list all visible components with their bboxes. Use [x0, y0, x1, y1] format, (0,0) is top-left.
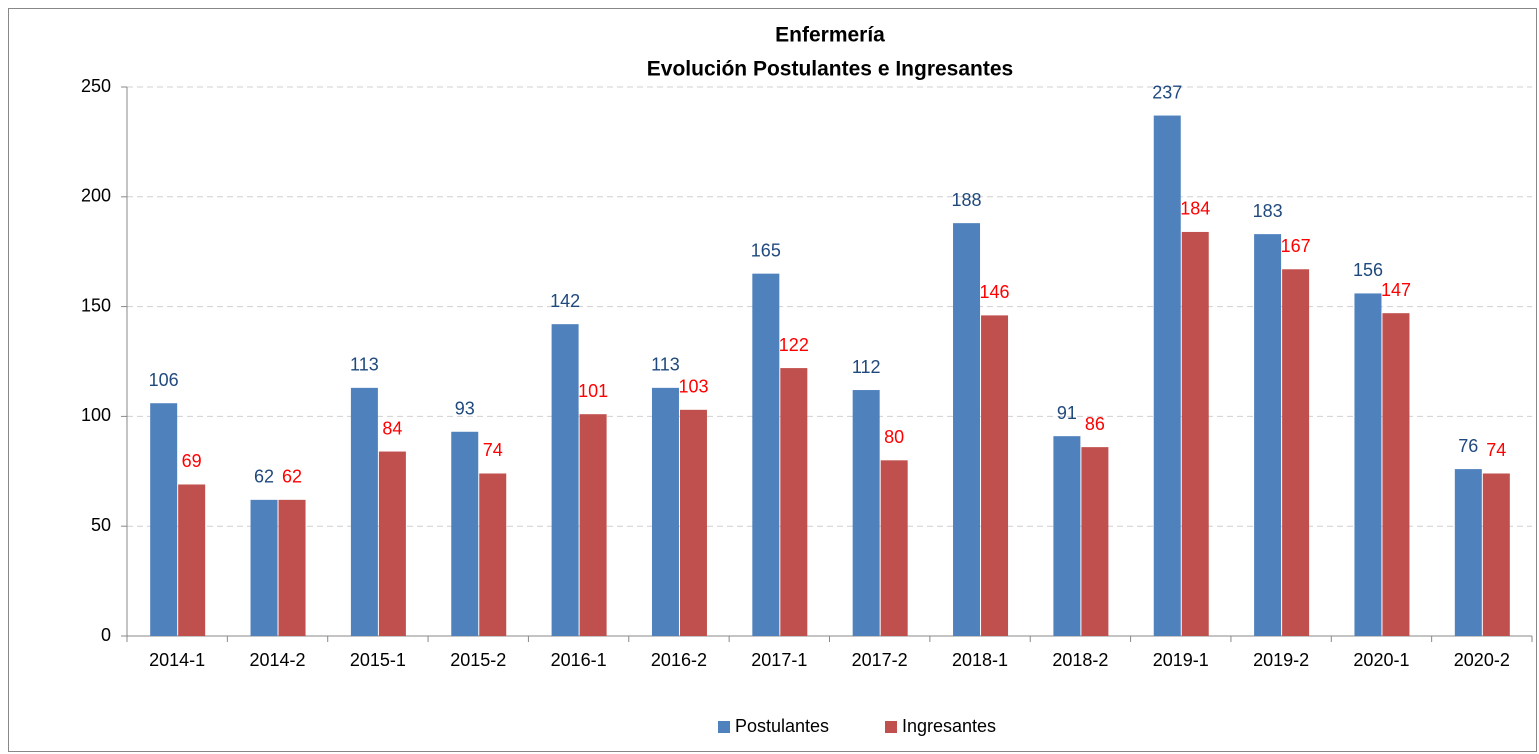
bar: [579, 414, 607, 636]
bar: [451, 431, 479, 636]
bar: [250, 499, 278, 636]
y-tick-label: 250: [81, 76, 111, 96]
x-tick-label: 2018-1: [952, 650, 1008, 670]
x-tick-label: 2016-1: [551, 650, 607, 670]
data-label: 93: [455, 399, 475, 419]
bar: [1053, 436, 1081, 636]
bar: [150, 403, 178, 636]
bar: [1454, 469, 1482, 636]
chart-subtitle: Evolución Postulantes e Ingresantes: [647, 58, 1013, 81]
x-tick-label: 2018-2: [1052, 650, 1108, 670]
bar: [178, 484, 206, 636]
bar: [350, 387, 378, 636]
data-label: 69: [182, 451, 202, 471]
data-label: 62: [254, 467, 274, 487]
y-tick-label: 200: [81, 186, 111, 206]
bar: [1181, 231, 1209, 636]
data-label: 106: [149, 370, 179, 390]
bar: [1254, 234, 1282, 636]
y-tick-label: 50: [91, 515, 111, 535]
bar: [1153, 115, 1181, 637]
data-label: 74: [483, 440, 503, 460]
data-label: 156: [1353, 260, 1383, 280]
y-tick-label: 100: [81, 405, 111, 425]
x-tick-label: 2015-2: [450, 650, 506, 670]
legend-label: Ingresantes: [902, 716, 996, 736]
y-tick-label: 150: [81, 295, 111, 315]
data-label: 91: [1057, 403, 1077, 423]
data-label: 80: [884, 427, 904, 447]
x-tick-label: 2015-1: [350, 650, 406, 670]
x-tick-label: 2014-1: [149, 650, 205, 670]
data-label: 142: [550, 291, 580, 311]
data-label: 74: [1486, 440, 1506, 460]
data-label: 146: [980, 282, 1010, 302]
x-tick-label: 2019-2: [1253, 650, 1309, 670]
bar: [953, 223, 981, 637]
x-tick-label: 2017-2: [852, 650, 908, 670]
bar: [880, 460, 908, 636]
data-label: 183: [1253, 201, 1283, 221]
y-tick-label: 0: [101, 625, 111, 645]
bar: [852, 390, 880, 636]
bar: [1382, 313, 1410, 636]
legend-label: Postulantes: [735, 716, 829, 736]
data-label: 167: [1281, 236, 1311, 256]
legend-swatch: [885, 721, 897, 733]
x-tick-label: 2017-1: [751, 650, 807, 670]
x-tick-label: 2020-1: [1353, 650, 1409, 670]
data-label: 113: [651, 355, 680, 375]
bar: [1081, 447, 1109, 636]
data-label: 84: [382, 418, 402, 438]
data-label: 112: [852, 357, 881, 377]
bar: [651, 387, 679, 636]
chart-title: Enfermería: [775, 24, 885, 47]
bar: [1282, 269, 1310, 636]
bar: [1354, 293, 1382, 636]
data-label: 103: [678, 377, 708, 397]
bar: [679, 409, 707, 636]
data-label: 86: [1085, 414, 1105, 434]
bar: [1482, 473, 1510, 636]
data-label: 122: [779, 335, 809, 355]
data-label: 165: [751, 240, 781, 260]
bar: [479, 473, 507, 636]
data-label: 62: [282, 467, 302, 487]
data-label: 113: [350, 355, 379, 375]
x-tick-label: 2014-2: [250, 650, 306, 670]
data-label: 101: [578, 381, 608, 401]
x-tick-label: 2020-2: [1454, 650, 1510, 670]
data-label: 188: [952, 190, 982, 210]
x-tick-label: 2016-2: [651, 650, 707, 670]
bar: [752, 273, 780, 636]
bar: [780, 368, 808, 636]
data-label: 237: [1152, 82, 1182, 102]
data-label: 184: [1180, 199, 1210, 219]
data-label: 147: [1381, 280, 1411, 300]
legend-swatch: [718, 721, 730, 733]
bar: [378, 451, 406, 636]
x-tick-label: 2019-1: [1153, 650, 1209, 670]
data-label: 76: [1458, 436, 1478, 456]
bar: [278, 499, 306, 636]
bar: [981, 315, 1009, 636]
bar: [551, 324, 579, 636]
